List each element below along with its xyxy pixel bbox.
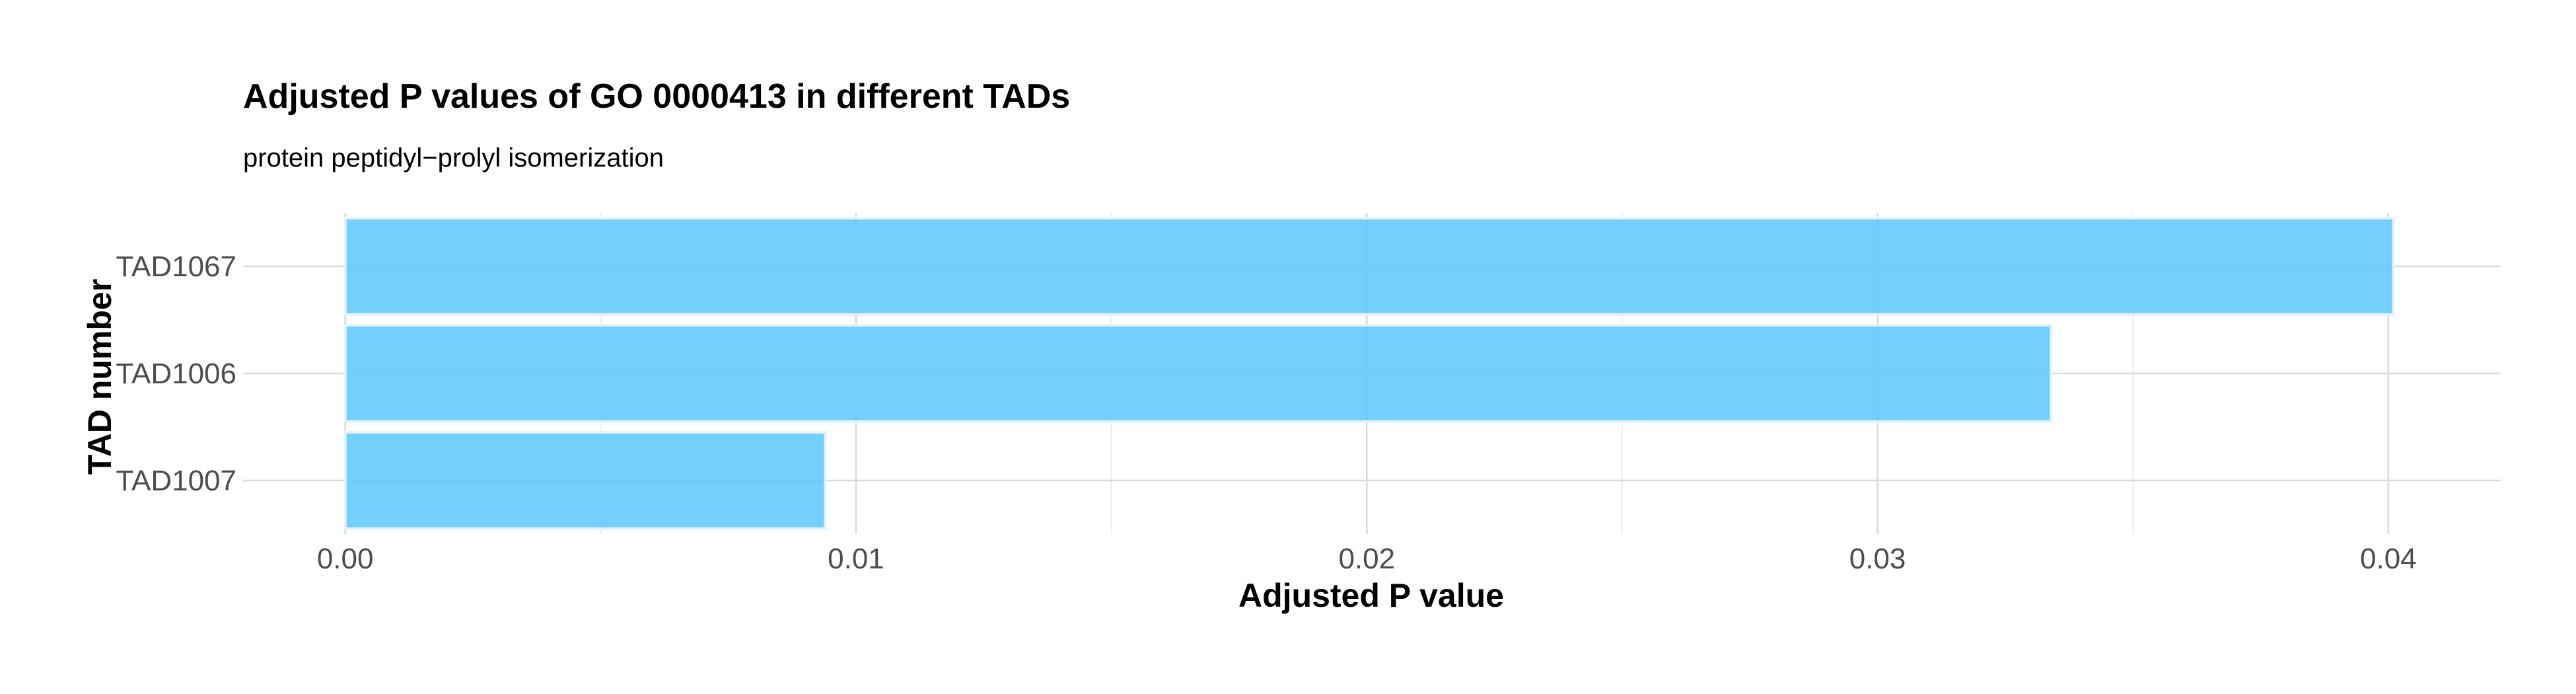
y-tick-label: TAD1007: [116, 465, 236, 497]
x-tick-label: 0.03: [1849, 543, 1906, 575]
bar-tad1007: [343, 431, 827, 530]
bar-tad1006: [343, 324, 2053, 423]
bar-tad1067: [343, 217, 2395, 316]
y-tick-label: TAD1006: [116, 358, 236, 390]
x-tick-labels: 0.00 0.01 0.02 0.03 0.04: [317, 543, 2417, 575]
chart-title: Adjusted P values of GO 0000413 in diffe…: [243, 77, 1070, 116]
y-tick-labels: TAD1067 TAD1006 TAD1007: [116, 251, 236, 497]
bars: [343, 217, 2395, 530]
x-tick-label: 0.04: [2360, 543, 2417, 575]
y-axis-title: TAD number: [81, 279, 118, 475]
x-tick-label: 0.00: [317, 543, 374, 575]
y-tick-label: TAD1067: [116, 251, 236, 283]
x-axis-title: Adjusted P value: [1238, 577, 1504, 614]
chart-subtitle: protein peptidyl−prolyl isomerization: [243, 143, 664, 173]
x-tick-label: 0.02: [1338, 543, 1395, 575]
x-tick-label: 0.01: [828, 543, 884, 575]
